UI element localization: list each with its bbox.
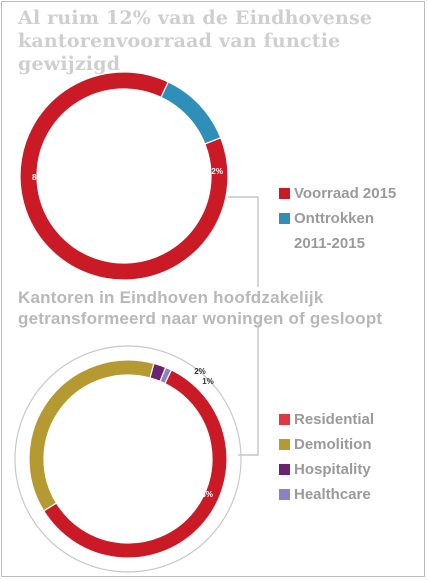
legend-swatch-hospitality [279,464,290,475]
legend-label-onttrokken-years: 2011-2015 [294,235,365,252]
slice-demolition [28,359,155,512]
donut-bottom-outer-ring [14,345,242,573]
slice-voorraad-2015 [19,71,229,281]
donut-bottom: 59%38%2%1% [28,359,228,559]
legend-label-residential: Residential [294,411,375,428]
legend-swatch-onttrokken [279,213,290,224]
legend-label-demolition: Demolition [294,436,372,453]
data-label-demolition: 38% [197,490,213,499]
slice-onttrokken-2011-2015 [160,81,222,145]
legend-swatch-demolition [279,439,290,450]
data-label-healthcare: 1% [202,377,214,386]
data-label-hospitality: 2% [194,367,206,376]
donut-top: 88% 12% [19,71,229,281]
slice-residential [42,369,228,559]
slice-healthcare [159,366,173,385]
legend-swatch-residential [279,414,290,425]
data-label-onttrokken-2011-2015: 12% [207,167,223,176]
chart-title-top: Al ruim 12% van de Eindhovense kantorenv… [18,7,373,75]
legend-swatch-healthcare [279,489,290,500]
data-label-voorraad-2015: 88% [32,173,48,182]
legend-label-voorraad: Voorraad 2015 [294,185,397,202]
legend-label-hospitality: Hospitality [294,461,371,478]
legend-label-onttrokken: Onttrokken [294,210,375,227]
connector-top [228,196,259,287]
chart-title-bottom: Kantoren in Eindhoven hoofdzakelijk getr… [18,288,383,328]
legend-label-healthcare: Healthcare [294,486,371,503]
legend-swatch-voorraad [279,188,290,199]
connector-bottom [238,322,259,456]
